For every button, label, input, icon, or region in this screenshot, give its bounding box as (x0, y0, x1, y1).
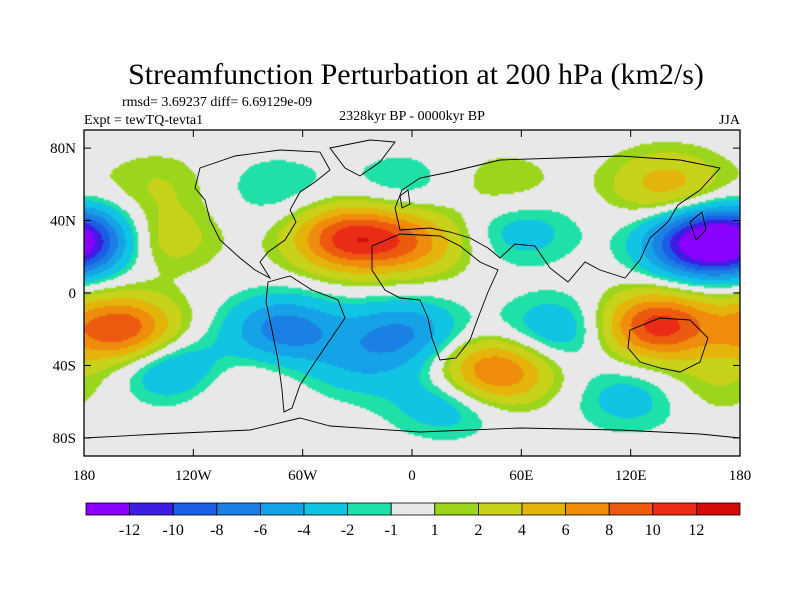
colorbar-box (216, 502, 261, 516)
coastline-japan (689, 211, 707, 241)
colorbar-box (696, 502, 741, 516)
colorbar-label: 1 (431, 522, 439, 539)
colorbar-box (347, 502, 392, 516)
colorbar-label: -8 (210, 522, 223, 539)
colorbar-label: 10 (645, 522, 661, 539)
coastline-africa (371, 233, 499, 361)
colorbar-label: -1 (385, 522, 398, 539)
x-tick-label: 180 (73, 468, 96, 484)
y-tick-label: 80S (53, 431, 76, 447)
colorbar-box (390, 502, 436, 516)
coastline-australia (627, 317, 709, 373)
x-tick-label: 60W (288, 468, 318, 484)
colorbar-box (521, 502, 566, 516)
colorbar-label: 2 (474, 522, 482, 539)
coastline-south-america (265, 275, 346, 413)
coastline-greenland (329, 139, 396, 177)
colorbar-box (477, 502, 523, 516)
coastline-eurasia (394, 155, 721, 283)
colorbar-box (652, 502, 697, 516)
coastlines (83, 139, 741, 439)
colorbar-box (608, 502, 654, 516)
colorbar-label: -12 (119, 522, 140, 539)
map-plot: 180 120W 60W 0 60E 120E 180 80N 40N 0 40S 80S (50, 129, 751, 484)
stats-text: rmsd= 3.69237 diff= 6.69129e-09 (122, 95, 312, 110)
coastline-uk (399, 189, 411, 209)
period-text: 2328kyr BP - 0000kyr BP (339, 109, 485, 124)
y-tick-label: 40N (50, 214, 76, 230)
colorbar-label: -6 (254, 522, 267, 539)
colorbar-box (259, 502, 305, 516)
colorbar-box (129, 502, 174, 516)
y-tick-label: 0 (69, 286, 77, 302)
x-tick-label: 120E (615, 468, 647, 484)
colorbar-box (172, 502, 218, 516)
y-tick-label: 80N (50, 141, 76, 157)
colorbar-label: 12 (688, 522, 704, 539)
colorbar-label: -4 (297, 522, 310, 539)
experiment-text: Expt = tewTQ-tevta1 (84, 113, 203, 128)
colorbar-label: -10 (163, 522, 184, 539)
colorbar: -12 -10 -8 -6 -4 -2 -1 1 2 4 6 8 10 12 (85, 502, 741, 539)
season-text: JJA (719, 113, 741, 128)
streamfunction-field (84, 130, 740, 456)
x-tick-label: 60E (509, 468, 533, 484)
colorbar-label: -2 (341, 522, 354, 539)
colorbar-label: 8 (605, 522, 613, 539)
x-tick-label: 0 (408, 468, 416, 484)
chart-title: Streamfunction Perturbation at 200 hPa (… (128, 58, 704, 91)
colorbar-box (434, 502, 479, 516)
x-tick-label: 120W (175, 468, 213, 484)
x-tick-label: 180 (729, 468, 752, 484)
axes: 180 120W 60W 0 60E 120E 180 80N 40N 0 40S 80S (50, 130, 751, 484)
colorbar-label: 4 (518, 522, 526, 539)
coastline-north-america (194, 149, 331, 280)
y-tick-label: 40S (53, 358, 76, 374)
colorbar-box (85, 502, 130, 516)
colorbar-box (303, 502, 348, 516)
coastline-antarctica (83, 417, 741, 439)
colorbar-label: 6 (562, 522, 570, 539)
colorbar-box (565, 502, 610, 516)
